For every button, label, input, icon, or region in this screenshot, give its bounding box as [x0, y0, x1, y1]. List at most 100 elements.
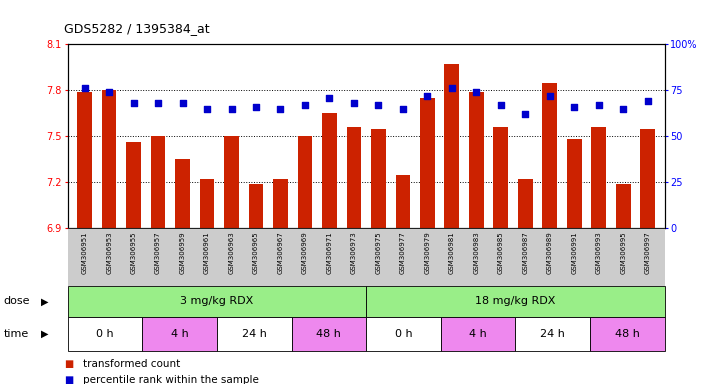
Bar	[346, 127, 361, 228]
Text: 3 mg/kg RDX: 3 mg/kg RDX	[180, 296, 254, 306]
Point	[201, 106, 213, 112]
Bar	[292, 317, 366, 351]
Point	[177, 100, 188, 106]
Text: GSM306961: GSM306961	[204, 231, 210, 274]
Bar	[616, 184, 631, 228]
Bar	[322, 113, 337, 228]
Bar	[273, 179, 288, 228]
Text: GDS5282 / 1395384_at: GDS5282 / 1395384_at	[64, 22, 210, 35]
Text: GSM306953: GSM306953	[106, 231, 112, 274]
Bar	[102, 90, 117, 228]
Bar	[590, 317, 665, 351]
Text: time: time	[4, 329, 29, 339]
Point	[226, 106, 237, 112]
Text: GSM306987: GSM306987	[523, 231, 528, 274]
Text: GSM306995: GSM306995	[620, 231, 626, 274]
Point	[642, 98, 653, 104]
Text: 48 h: 48 h	[316, 329, 341, 339]
Text: transformed count: transformed count	[83, 359, 181, 369]
Point	[520, 111, 531, 117]
Bar	[420, 98, 434, 228]
Point	[299, 102, 311, 108]
Bar	[567, 139, 582, 228]
Text: 4 h: 4 h	[171, 329, 188, 339]
Bar	[515, 317, 590, 351]
Text: GSM306979: GSM306979	[424, 231, 430, 274]
Bar	[441, 317, 515, 351]
Text: 4 h: 4 h	[469, 329, 487, 339]
Text: GSM306977: GSM306977	[400, 231, 406, 274]
Text: 18 mg/kg RDX: 18 mg/kg RDX	[475, 296, 556, 306]
Text: 24 h: 24 h	[242, 329, 267, 339]
Bar	[68, 317, 142, 351]
Point	[250, 104, 262, 110]
Point	[569, 104, 580, 110]
Text: GSM306985: GSM306985	[498, 231, 504, 274]
Bar	[151, 136, 166, 228]
Point	[128, 100, 139, 106]
Bar	[366, 317, 441, 351]
Bar	[518, 179, 533, 228]
Bar	[444, 64, 459, 228]
Bar	[366, 286, 665, 317]
Bar	[77, 92, 92, 228]
Point	[593, 102, 604, 108]
Text: GSM306971: GSM306971	[326, 231, 333, 274]
Point	[544, 93, 555, 99]
Bar	[224, 136, 239, 228]
Point	[397, 106, 409, 112]
Text: GSM306969: GSM306969	[302, 231, 308, 274]
Text: GSM306993: GSM306993	[596, 231, 602, 274]
Point	[495, 102, 506, 108]
Bar	[175, 159, 190, 228]
Text: GSM306983: GSM306983	[474, 231, 479, 274]
Bar	[127, 142, 141, 228]
Text: GSM306975: GSM306975	[375, 231, 381, 274]
Bar	[68, 286, 366, 317]
Text: GSM306963: GSM306963	[228, 231, 235, 274]
Point	[617, 106, 629, 112]
Point	[348, 100, 360, 106]
Text: GSM306981: GSM306981	[449, 231, 455, 274]
Text: ▶: ▶	[41, 296, 48, 306]
Point	[152, 100, 164, 106]
Bar	[469, 92, 483, 228]
Text: 0 h: 0 h	[96, 329, 114, 339]
Text: GSM306965: GSM306965	[253, 231, 259, 274]
Point	[324, 94, 335, 101]
Point	[446, 85, 457, 91]
Bar	[249, 184, 263, 228]
Text: GSM306959: GSM306959	[180, 231, 186, 274]
Text: GSM306997: GSM306997	[645, 231, 651, 274]
Text: ■: ■	[64, 375, 73, 384]
Bar	[641, 129, 655, 228]
Bar	[395, 175, 410, 228]
Text: ■: ■	[64, 359, 73, 369]
Text: GSM306991: GSM306991	[571, 231, 577, 274]
Bar	[298, 136, 312, 228]
Bar	[200, 179, 215, 228]
Text: GSM306973: GSM306973	[351, 231, 357, 274]
Bar	[371, 129, 386, 228]
Text: GSM306989: GSM306989	[547, 231, 552, 274]
Bar	[493, 127, 508, 228]
Text: GSM306957: GSM306957	[155, 231, 161, 274]
Point	[471, 89, 482, 95]
Text: 24 h: 24 h	[540, 329, 565, 339]
Point	[275, 106, 287, 112]
Point	[422, 93, 433, 99]
Text: GSM306955: GSM306955	[131, 231, 137, 274]
Text: GSM306967: GSM306967	[277, 231, 284, 274]
Bar	[542, 83, 557, 228]
Bar	[217, 317, 292, 351]
Text: GSM306951: GSM306951	[82, 231, 87, 274]
Bar	[592, 127, 606, 228]
Bar	[142, 317, 217, 351]
Point	[373, 102, 384, 108]
Text: dose: dose	[4, 296, 30, 306]
Text: percentile rank within the sample: percentile rank within the sample	[83, 375, 259, 384]
Text: ▶: ▶	[41, 329, 48, 339]
Point	[79, 85, 90, 91]
Text: 0 h: 0 h	[395, 329, 412, 339]
Point	[104, 89, 115, 95]
